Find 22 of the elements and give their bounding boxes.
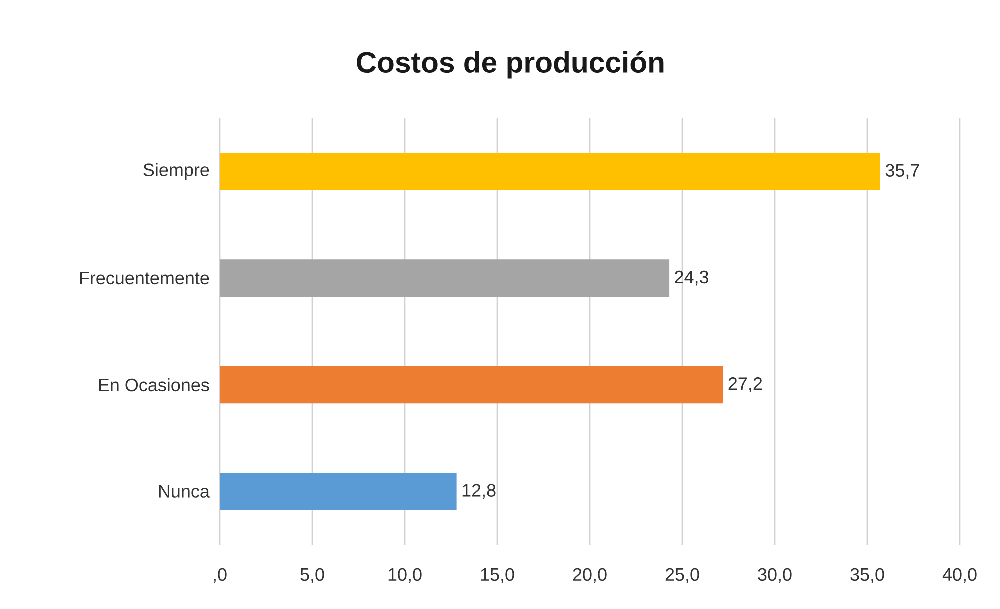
y-tick-label: Nunca	[159, 485, 210, 498]
x-tick-label: 30,0	[758, 568, 792, 584]
bar	[220, 366, 724, 404]
data-label: 12,8	[462, 484, 496, 500]
bar	[220, 472, 457, 510]
data-label: 24,3	[675, 270, 709, 286]
data-label: 35,7	[886, 164, 920, 180]
x-tick-label: 35,0	[850, 568, 884, 584]
x-tick-label: 40,0	[942, 568, 977, 584]
x-tick-label: 20,0	[573, 568, 607, 584]
bar	[220, 260, 670, 297]
y-tick-label: Frecuentemente	[80, 272, 210, 285]
x-tick-label: 25,0	[666, 568, 700, 584]
bar	[220, 152, 880, 190]
x-tick-label: 15,0	[481, 568, 514, 584]
chart-title: Costos de producción	[357, 51, 664, 79]
y-tick-label: Siempre	[144, 163, 210, 180]
x-tick-label: 10,0	[388, 568, 422, 584]
y-tick-label: En Ocasiones	[99, 378, 210, 392]
x-tick-label: 5,0	[300, 568, 324, 584]
x-tick-label: ,0	[214, 568, 227, 584]
data-label: 27,2	[728, 378, 762, 392]
